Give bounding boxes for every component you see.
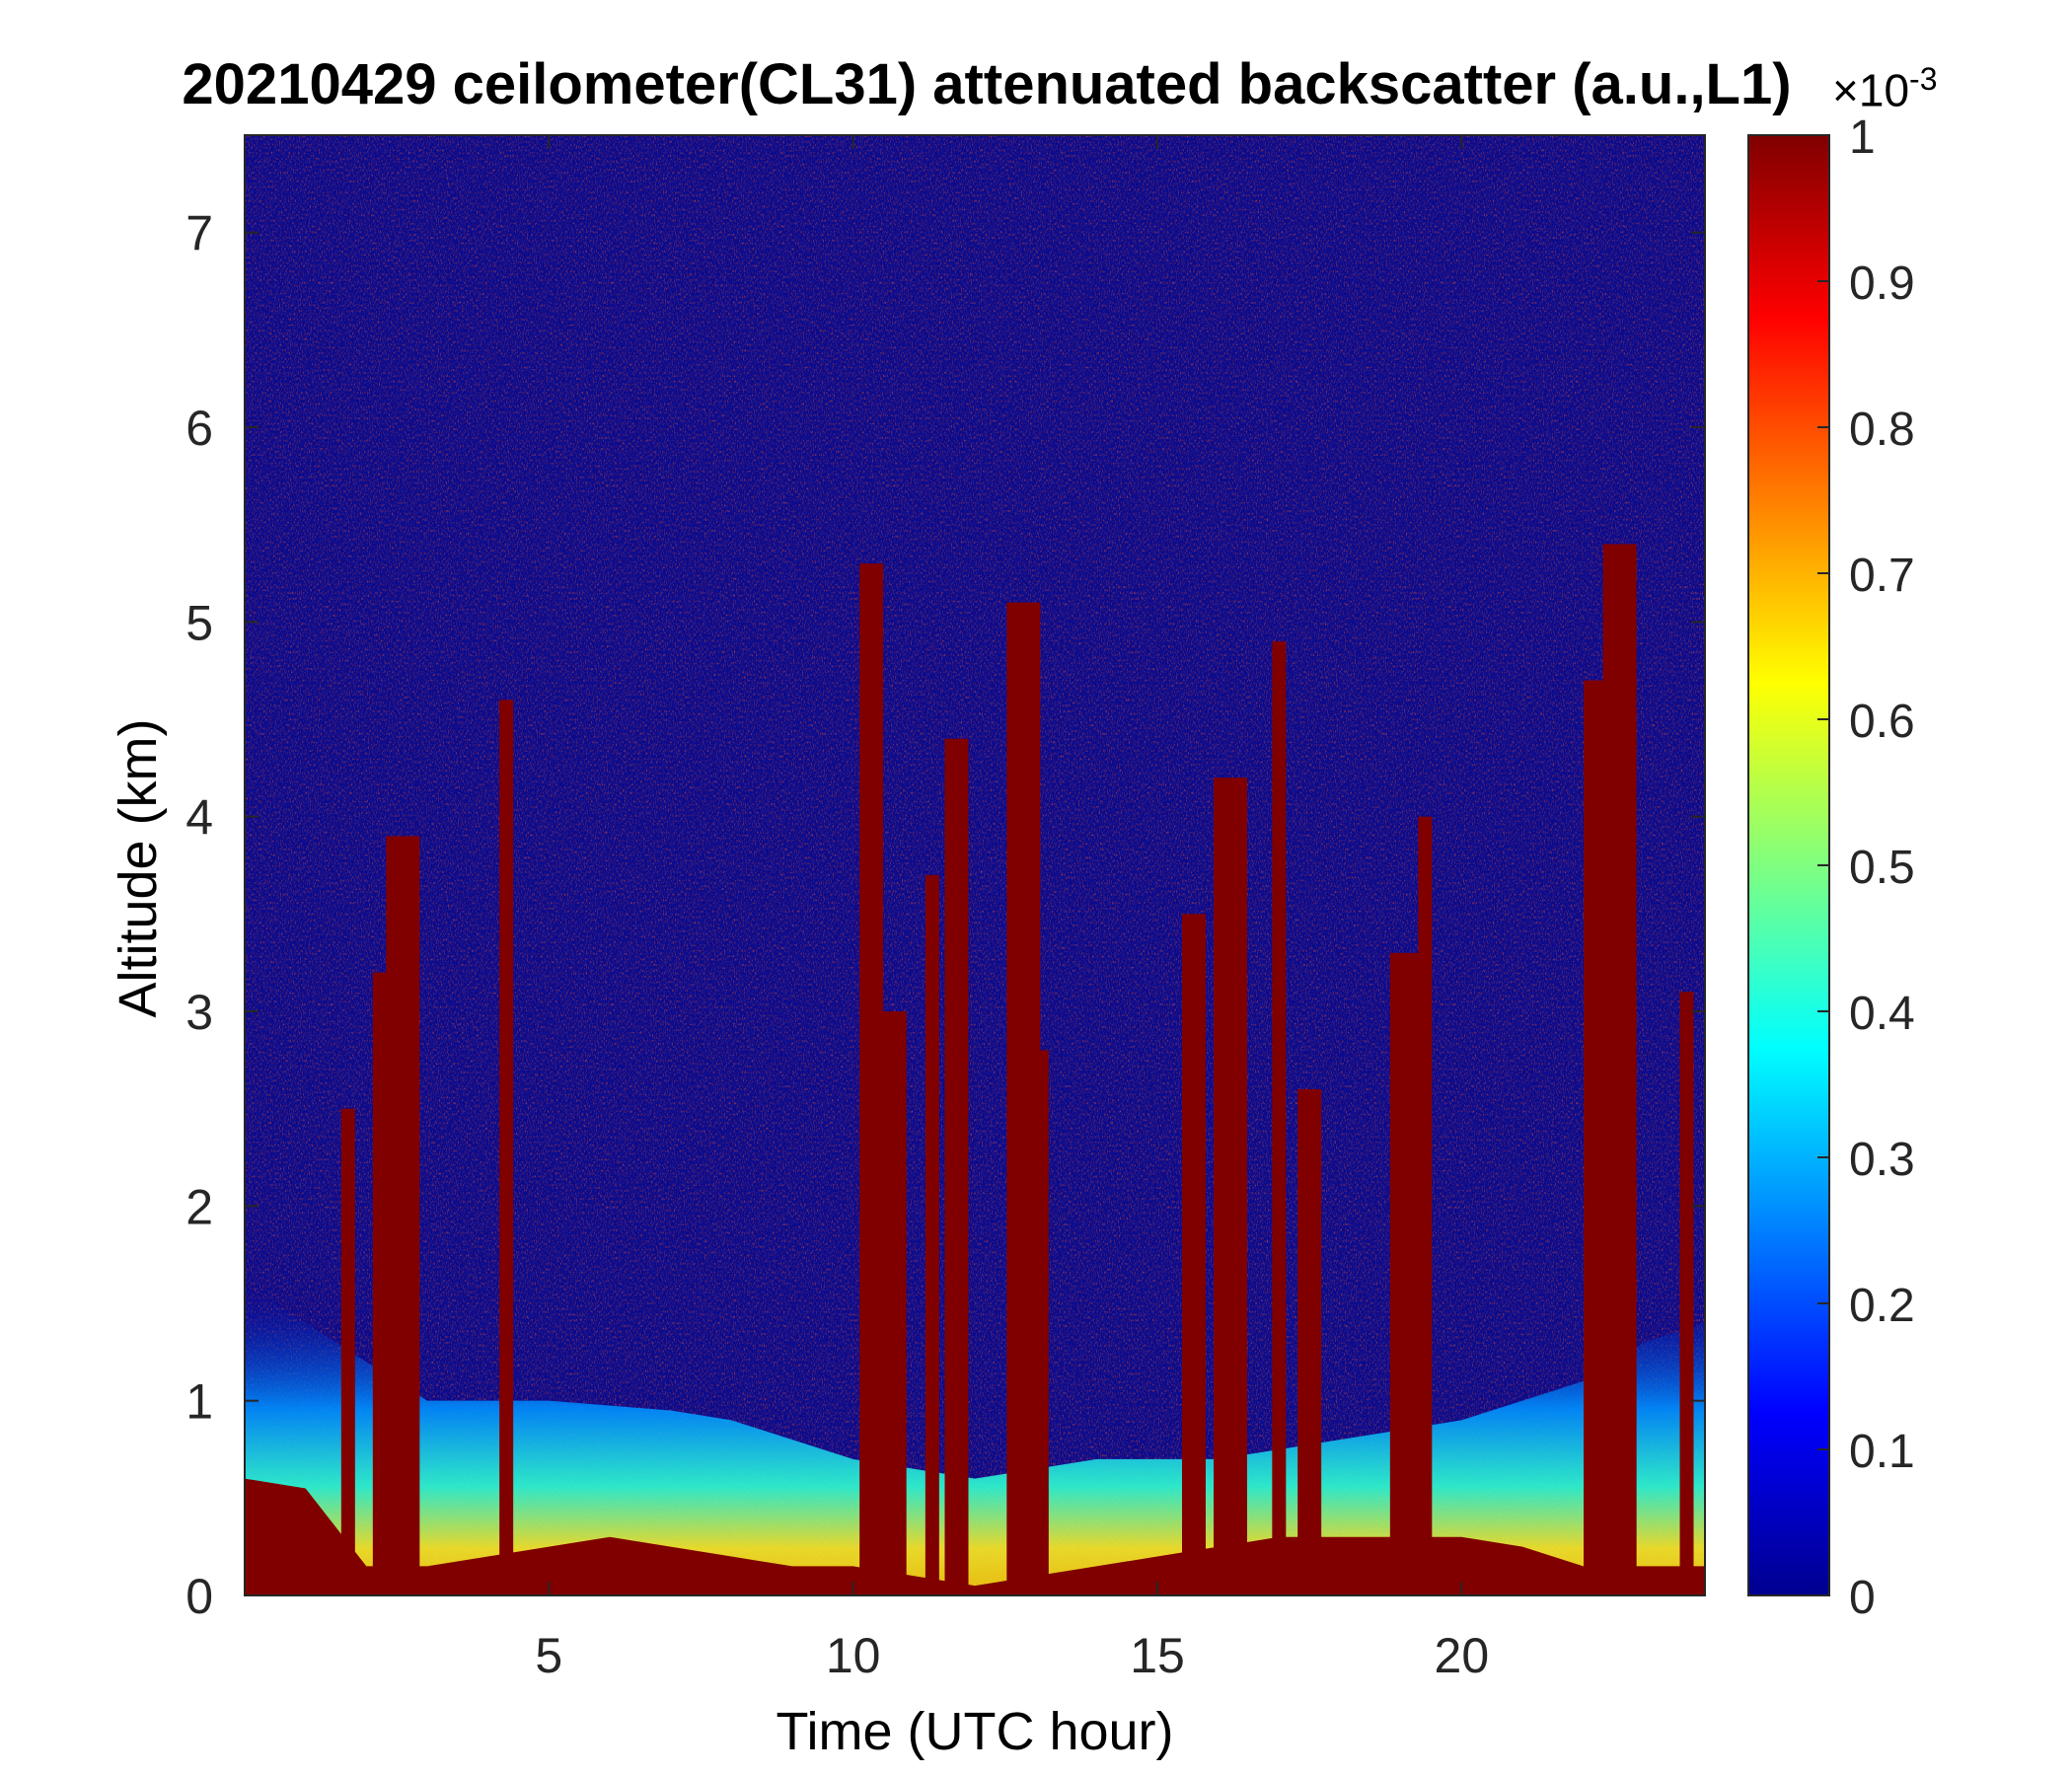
colorbar-tick-label: 0.2 <box>1849 1280 1915 1332</box>
x-axis-label: Time (UTC hour) <box>776 1702 1174 1761</box>
colorbar-multiplier-exponent: -3 <box>1909 61 1938 97</box>
y-tick-label: 2 <box>185 1179 213 1234</box>
y-axis-label: Altitude (km) <box>109 718 168 1018</box>
y-tick-label: 7 <box>185 206 213 261</box>
chart-title: 20210429 ceilometer(CL31) attenuated bac… <box>182 52 1792 116</box>
cloud-column <box>944 738 969 1595</box>
colorbar-multiplier-base: ×10 <box>1832 64 1910 116</box>
cloud-column <box>1602 544 1637 1595</box>
cloud-column <box>1214 777 1247 1595</box>
surface-layer <box>245 1478 1705 1595</box>
colorbar-tick-label: 0.4 <box>1849 988 1915 1040</box>
cloud-column <box>386 836 420 1595</box>
colorbar-tick-label: 0.9 <box>1849 258 1915 310</box>
cloud-column <box>925 874 939 1595</box>
x-tick-label: 15 <box>1130 1628 1185 1683</box>
cloud-column <box>872 1011 907 1595</box>
cloud-column <box>1272 641 1287 1595</box>
cloud-column <box>1297 1088 1322 1595</box>
aerosol-layer <box>245 1284 1705 1595</box>
y-tick-label: 1 <box>185 1374 213 1430</box>
x-tick-label: 10 <box>826 1628 881 1683</box>
y-tick-label: 0 <box>185 1569 213 1624</box>
cloud-columns <box>340 544 1694 1595</box>
cloud-column <box>1679 992 1694 1595</box>
colorbar <box>1747 134 1830 1596</box>
colorbar-tick-label: 0.3 <box>1849 1134 1915 1186</box>
y-tick-label: 6 <box>185 401 213 456</box>
cloud-column <box>499 700 514 1595</box>
x-tick-label: 5 <box>535 1628 562 1683</box>
colorbar-tick-label: 0.6 <box>1849 696 1915 748</box>
heatmap-image <box>245 135 1705 1595</box>
colorbar-tick-label: 0.8 <box>1849 404 1915 456</box>
cloud-column <box>1034 1050 1049 1595</box>
cloud-column <box>1182 914 1206 1595</box>
colorbar-multiplier: ×10-3 <box>1832 61 1937 116</box>
colorbar-ticks: 0 0.1 0.2 0.3 0.4 0.5 0.6 0.7 0.8 0.9 1 <box>1817 111 1915 1624</box>
colorbar-tick-label: 0.5 <box>1849 842 1915 894</box>
cloud-column <box>340 1108 355 1595</box>
colorbar-tick-label: 0.1 <box>1849 1426 1915 1478</box>
y-tick-label: 3 <box>185 985 213 1040</box>
heatmap-specks <box>245 135 1705 1595</box>
x-axis-ticks: 5 10 15 20 <box>535 135 1489 1683</box>
colorbar-tick-label: 0.7 <box>1849 550 1915 602</box>
y-tick-label: 5 <box>185 595 213 650</box>
y-axis-ticks: 0 1 2 3 4 5 6 7 <box>185 206 1705 1624</box>
cloud-column <box>1418 816 1433 1595</box>
y-tick-label: 4 <box>185 790 213 846</box>
x-tick-label: 20 <box>1435 1628 1490 1683</box>
colorbar-tick-label: 1 <box>1849 111 1876 164</box>
axes-box <box>244 134 1706 1596</box>
colorbar-tick-label: 0 <box>1849 1572 1876 1624</box>
cloud-column <box>1389 952 1424 1595</box>
cloud-column <box>1006 602 1041 1595</box>
